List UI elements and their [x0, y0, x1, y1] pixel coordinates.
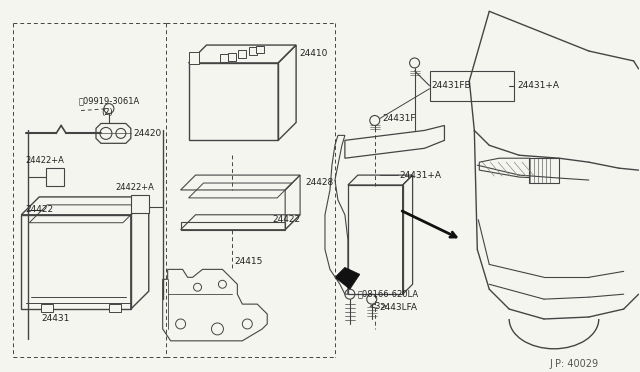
Text: 24410: 24410	[299, 49, 328, 58]
Text: 24431+A: 24431+A	[399, 171, 442, 180]
Text: 24431F: 24431F	[383, 114, 416, 123]
Bar	[429, 71, 514, 101]
Bar	[238, 50, 246, 58]
Bar	[529, 158, 559, 183]
Bar	[228, 53, 236, 61]
Text: 24415: 24415	[234, 257, 263, 266]
Text: 24431FB: 24431FB	[431, 81, 471, 90]
Text: (2): (2)	[101, 108, 113, 117]
Bar	[131, 195, 148, 213]
Text: 24422: 24422	[272, 215, 300, 224]
Text: 24420: 24420	[134, 129, 162, 138]
Bar	[189, 52, 199, 64]
Text: 24422+A: 24422+A	[116, 183, 155, 192]
Text: 24431: 24431	[41, 314, 70, 324]
Bar	[220, 54, 228, 62]
Bar	[41, 304, 53, 312]
Bar	[109, 304, 121, 312]
Bar	[46, 168, 64, 186]
Bar	[249, 47, 257, 55]
Text: <3>: <3>	[368, 302, 387, 311]
Bar	[256, 45, 264, 54]
Text: 24422: 24422	[26, 205, 53, 214]
Text: Ⓑ08166-620LA: Ⓑ08166-620LA	[358, 290, 419, 299]
Text: 24422+A: 24422+A	[26, 156, 64, 165]
Text: 24428: 24428	[305, 178, 333, 187]
Polygon shape	[335, 267, 360, 289]
Text: 2443LFA: 2443LFA	[380, 302, 418, 312]
Text: J P: 40029: J P: 40029	[549, 359, 598, 369]
Text: ⓝ09919-3061A: ⓝ09919-3061A	[79, 96, 140, 105]
Text: 24431+A: 24431+A	[517, 81, 559, 90]
